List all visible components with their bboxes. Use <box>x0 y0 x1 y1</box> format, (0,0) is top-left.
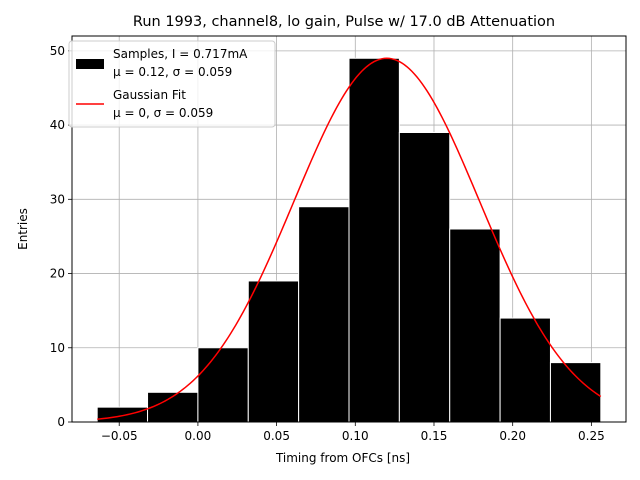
legend-samples-stats: μ = 0.12, σ = 0.059 <box>113 65 232 79</box>
histogram-bar <box>348 57 400 423</box>
gaussian-fit-line <box>97 57 602 420</box>
histogram-bar <box>499 317 551 423</box>
legend-fit-stats: μ = 0, σ = 0.059 <box>113 106 213 120</box>
y-tick-label: 20 <box>50 267 65 281</box>
y-tick-label: 50 <box>50 44 65 58</box>
y-tick-label: 0 <box>57 415 65 429</box>
fit-layer <box>97 57 602 420</box>
legend-samples-label: Samples, I = 0.717mA <box>113 47 248 61</box>
x-tick-label: 0.05 <box>263 429 290 443</box>
x-tick-label: 0.25 <box>578 429 605 443</box>
legend-samples-swatch <box>76 59 104 69</box>
plot-frame <box>71 35 627 423</box>
histogram-bar <box>449 228 501 423</box>
y-axis-label: Entries <box>16 208 30 250</box>
histogram-bar <box>96 406 149 423</box>
x-tick-label: 0.10 <box>342 429 369 443</box>
legend: Samples, I = 0.717mA μ = 0.12, σ = 0.059… <box>68 40 276 128</box>
legend-fit-label: Gaussian Fit <box>113 88 186 102</box>
chart-title: Run 1993, channel8, lo gain, Pulse w/ 17… <box>133 14 555 30</box>
legend-box <box>68 40 276 128</box>
y-tick-label: 10 <box>50 341 65 355</box>
histogram-bar <box>197 347 249 423</box>
x-axis-label: Timing from OFCs [ns] <box>275 451 410 465</box>
histogram-bar <box>298 206 350 423</box>
histogram-bar <box>549 362 602 423</box>
x-tick-label: 0.00 <box>185 429 212 443</box>
y-tick-label: 40 <box>50 118 65 132</box>
x-axis-ticks: −0.05 0.00 0.05 0.10 0.15 0.20 0.25 <box>101 422 605 443</box>
x-tick-label: 0.15 <box>421 429 448 443</box>
histogram-bar <box>247 280 300 423</box>
histogram-bar <box>398 132 451 423</box>
x-tick-label: −0.05 <box>101 429 138 443</box>
histogram-bars <box>96 57 602 423</box>
y-tick-label: 30 <box>50 192 65 206</box>
x-tick-label: 0.20 <box>499 429 526 443</box>
y-axis-ticks: 0 10 20 30 40 50 <box>50 44 72 429</box>
